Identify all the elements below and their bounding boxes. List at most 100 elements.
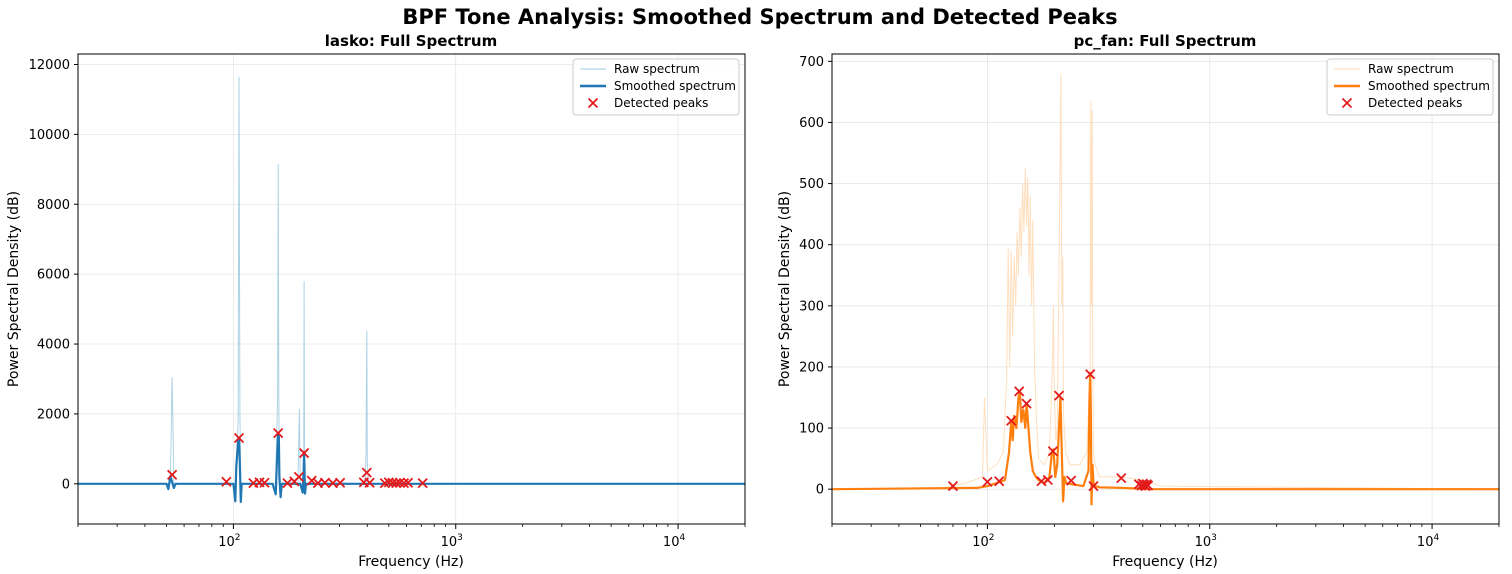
peak-marker	[293, 471, 305, 482]
y-tick-label: 8000	[37, 198, 70, 213]
peak-marker-stroke	[273, 428, 284, 439]
smoothed-spectrum-line	[832, 371, 1499, 506]
peak-marker-stroke	[1047, 446, 1059, 457]
peak-marker	[273, 428, 284, 439]
peak-marker	[391, 477, 402, 489]
peak-marker-stroke	[293, 471, 305, 482]
peak-marker-stroke	[1036, 476, 1047, 487]
figure-title: BPF Tone Analysis: Smoothed Spectrum and…	[402, 5, 1117, 29]
y-ticks-lasko: 0 2000 4000 6000 8000 10000 12000	[29, 58, 78, 492]
y-tick-label: 300	[799, 299, 824, 314]
peak-marker-stroke	[947, 480, 959, 492]
raw-spectrum-line	[169, 76, 422, 485]
peak-marker-stroke	[221, 476, 232, 487]
legend-peak-stroke	[1341, 97, 1353, 109]
peak-marker	[1088, 480, 1099, 492]
y-axis-label-pc-fan: Power Spectral Density (dB)	[777, 191, 793, 387]
peak-marker	[417, 477, 428, 489]
peak-marker	[1047, 446, 1059, 457]
panel-pc-fan: pc_fan: Full Spectrum 0 100 200 300 400 500 60…	[777, 32, 1500, 570]
x-axis-label-lasko: Frequency (Hz)	[358, 554, 464, 570]
axes-frame-pc-fan	[831, 53, 1500, 525]
peak-marker-stroke	[312, 477, 324, 489]
peak-marker-stroke	[361, 467, 372, 478]
y-tick-label: 400	[799, 238, 824, 253]
legend-box	[572, 58, 740, 116]
legend-label-smooth: Smoothed spectrum	[1368, 79, 1490, 93]
peak-marker	[1065, 475, 1077, 486]
x-tick-label: 103	[1195, 533, 1217, 550]
peak-marker-stroke	[364, 477, 375, 488]
peak-marker	[398, 477, 410, 489]
peak-marker-stroke	[398, 477, 410, 489]
y-ticks-pc-fan: 0 100 200 300 400 500 600 700	[799, 55, 832, 498]
x-tick-label: 104	[1417, 533, 1440, 550]
peak-marker	[947, 480, 959, 492]
peak-marker-stroke	[1006, 415, 1017, 426]
y-tick-label: 4000	[37, 338, 70, 353]
y-axis-label-lasko: Power Spectral Density (dB)	[6, 191, 22, 387]
raw-spectrum-line	[937, 73, 1499, 490]
panel-title-lasko: lasko: Full Spectrum	[325, 32, 497, 50]
peak-marker-stroke	[1053, 390, 1065, 401]
grid-pc-fan	[832, 54, 1499, 524]
peak-marker	[364, 477, 375, 488]
peak-marker-stroke	[379, 477, 391, 489]
peak-marker	[334, 477, 346, 488]
legend-swatch-peaks	[587, 97, 599, 109]
peak-marker-stroke	[982, 476, 993, 487]
peak-marker-stroke	[282, 477, 293, 489]
peak-marker	[306, 475, 317, 486]
y-tick-label: 6000	[37, 268, 70, 283]
legend-label-raw: Raw spectrum	[1368, 62, 1454, 76]
panel-title-pc-fan: pc_fan: Full Spectrum	[1074, 32, 1257, 50]
peak-marker	[379, 477, 391, 489]
y-tick-label: 600	[799, 116, 824, 131]
peak-marker	[1042, 474, 1053, 486]
peak-marker-stroke	[166, 469, 178, 480]
peak-marker	[1014, 386, 1025, 397]
x-tick-label: 102	[218, 533, 240, 550]
axes-frame-lasko	[77, 53, 746, 525]
peak-marker-stroke	[1042, 474, 1053, 486]
peak-marker-stroke	[1065, 475, 1077, 486]
y-tick-label: 500	[799, 177, 824, 192]
peak-marker-stroke	[402, 477, 414, 488]
peak-marker-stroke	[319, 477, 331, 488]
peak-marker-stroke	[306, 475, 317, 486]
legend-box	[1326, 58, 1494, 116]
peak-marker-stroke	[334, 477, 346, 488]
peak-marker-stroke	[1014, 386, 1025, 397]
peak-marker-stroke	[391, 477, 402, 489]
peak-marker-stroke	[254, 477, 265, 488]
y-tick-label: 0	[816, 483, 824, 498]
y-tick-label: 10000	[29, 128, 70, 143]
peak-marker-stroke	[233, 432, 245, 444]
peak-marker-stroke	[1116, 473, 1127, 484]
y-tick-label: 2000	[37, 407, 70, 422]
grid-lasko	[78, 54, 745, 524]
peak-marker	[166, 469, 178, 480]
peak-marker-stroke	[259, 477, 270, 488]
peak-marker	[1053, 390, 1065, 401]
peak-marker	[994, 476, 1005, 487]
peak-marker	[221, 476, 232, 487]
legend-label-smooth: Smoothed spectrum	[614, 79, 736, 93]
x-tick-label: 104	[663, 533, 686, 550]
peak-marker	[1021, 398, 1032, 409]
x-tick-label: 103	[441, 533, 463, 550]
panel-lasko: lasko: Full Spectrum 0 2000 4000 6000 8000 10…	[6, 32, 746, 570]
y-tick-label: 0	[62, 477, 70, 492]
peak-marker	[319, 477, 331, 488]
x-tick-label: 102	[972, 533, 994, 550]
peak-marker-stroke	[417, 477, 428, 489]
legend-lasko: Raw spectrum Smoothed spectrum Detected …	[572, 58, 740, 116]
peak-marker	[361, 467, 372, 478]
x-ticks-lasko: 102 103 104	[77, 524, 746, 550]
y-tick-label: 700	[799, 55, 824, 70]
y-tick-label: 100	[799, 422, 824, 437]
plot-area-lasko	[78, 76, 745, 504]
peak-marker-stroke	[394, 477, 405, 488]
peak-marker	[394, 477, 405, 488]
